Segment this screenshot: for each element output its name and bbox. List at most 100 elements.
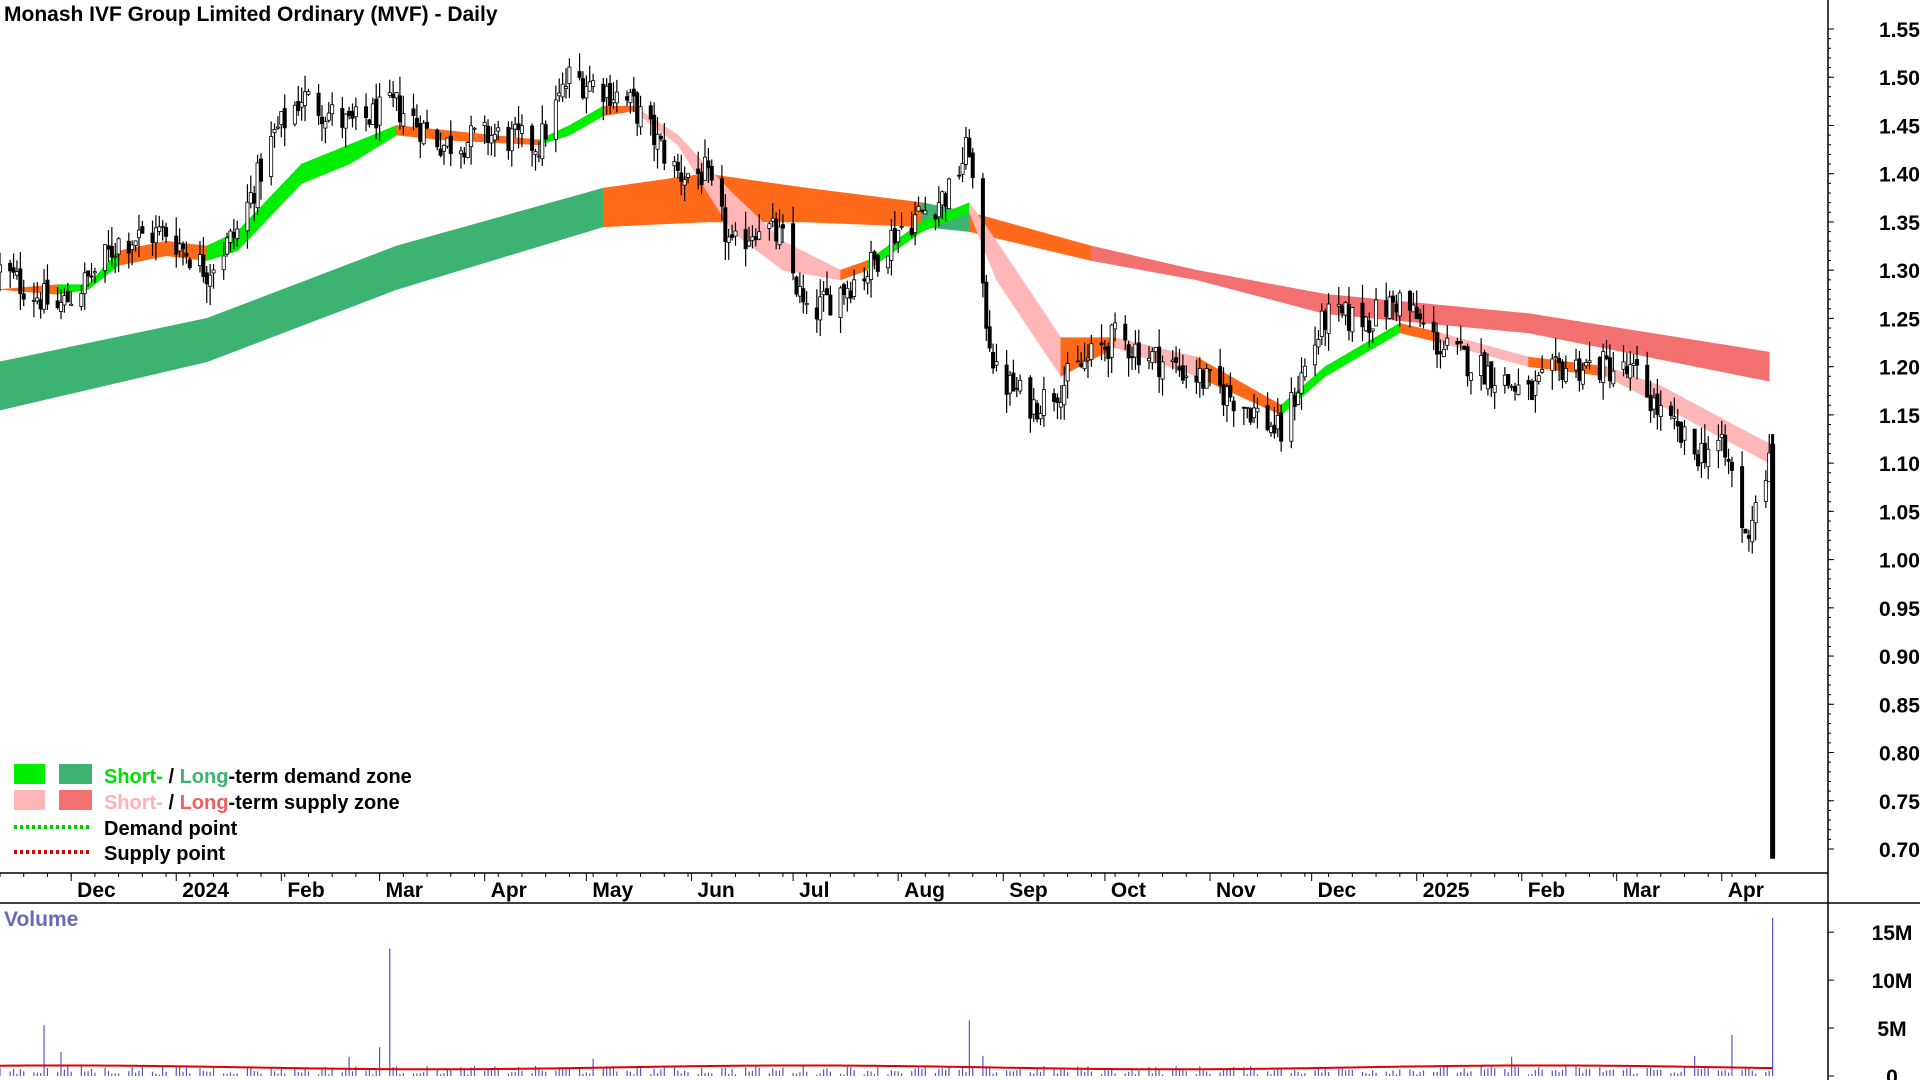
candle-body <box>1601 351 1606 383</box>
x-tick-label: Aug <box>904 879 945 902</box>
candle-body <box>1479 355 1484 376</box>
volume-panel: 15M 10M 5M 0 <box>0 917 1912 1080</box>
candle-body <box>1485 365 1490 390</box>
candle-body <box>374 98 379 129</box>
legend-supply-long: Long <box>180 792 229 814</box>
candle-body <box>1028 377 1033 419</box>
candle-body <box>767 223 772 229</box>
candle-body <box>567 66 572 85</box>
candle-body <box>1201 370 1206 389</box>
candle-body <box>235 228 240 240</box>
legend-swatch-short-supply <box>14 790 45 810</box>
x-tick-label: Feb <box>1528 879 1565 902</box>
candle-body <box>608 83 613 106</box>
volume-title: Volume <box>4 908 78 931</box>
candle-body <box>181 243 186 249</box>
candle-body <box>967 137 972 158</box>
candle-body <box>1492 385 1497 393</box>
x-tick-label: Mar <box>386 879 423 902</box>
candle-body <box>292 104 297 125</box>
candle-body <box>1635 359 1640 366</box>
candle-body <box>1106 346 1111 359</box>
candle-body <box>1075 360 1080 363</box>
candle-body <box>411 108 416 116</box>
candle-body <box>1604 355 1609 360</box>
candle-body <box>540 123 545 160</box>
long-term-zone-segment <box>1196 269 1326 314</box>
candle-body <box>1391 295 1396 303</box>
candle-body <box>353 106 358 118</box>
x-tick-label: Oct <box>1111 879 1146 902</box>
candle-body <box>797 286 802 297</box>
price-tick-label: 1.45 <box>1879 115 1920 138</box>
price-tick-label: 1.55 <box>1879 19 1920 42</box>
candle-body <box>702 156 707 181</box>
candle-body <box>1540 368 1545 373</box>
candle-body <box>492 134 497 141</box>
price-tick-label: 0.95 <box>1879 598 1920 621</box>
candle-body <box>1506 374 1511 386</box>
candle-body <box>743 228 748 250</box>
price-tick-label: 1.25 <box>1879 308 1920 331</box>
candle-body <box>794 276 799 295</box>
candle-body <box>42 283 47 310</box>
candle-body <box>248 192 253 204</box>
candle-body <box>1319 310 1324 337</box>
candle-body <box>814 307 819 320</box>
candle-body <box>1340 305 1345 313</box>
candle-body <box>1411 304 1416 313</box>
legend-demand-point: Demand point <box>104 818 238 840</box>
candle-body <box>11 267 16 273</box>
candle-body <box>848 290 853 299</box>
candle-body <box>1584 362 1589 367</box>
candle-body <box>303 91 308 106</box>
candle-body <box>1157 346 1162 377</box>
candle-body <box>991 352 996 369</box>
candle-body <box>1563 367 1568 382</box>
legend-supply-point: Supply point <box>104 843 225 865</box>
candle-body <box>319 116 324 125</box>
candle-body <box>136 229 141 239</box>
candle-body <box>55 300 60 308</box>
candle-body <box>164 227 169 237</box>
legend: Short- / Long-term demand zone Short- / … <box>14 764 412 865</box>
candle-body <box>852 279 857 297</box>
legend-supply-zone: Short- / Long-term supply zone <box>104 792 400 814</box>
candle-body <box>330 104 335 115</box>
candle-body <box>1275 415 1280 430</box>
candle-body <box>1706 448 1711 468</box>
candle-body <box>367 119 372 125</box>
candle-body <box>177 243 182 252</box>
candle-body <box>862 278 867 282</box>
candle-body <box>1326 303 1331 334</box>
candle-body <box>489 135 494 144</box>
price-tick-label: 1.00 <box>1879 550 1920 573</box>
x-tick-label: Dec <box>1318 879 1357 902</box>
candle-body <box>279 111 284 126</box>
candle-body <box>530 125 535 151</box>
candle-body <box>1160 361 1165 380</box>
candle-body <box>648 105 653 120</box>
candle-body <box>801 288 806 303</box>
candle-body <box>201 254 206 277</box>
x-tick-label: Apr <box>1728 879 1764 902</box>
candle-body <box>1018 379 1023 392</box>
candle-body <box>1313 344 1318 366</box>
candle-body <box>35 297 40 302</box>
candle-body <box>682 179 687 186</box>
candle-body <box>448 135 453 154</box>
candle-body <box>65 290 70 303</box>
candle-body <box>1085 357 1090 361</box>
candle-body <box>157 226 162 232</box>
candle-body <box>1750 519 1755 543</box>
candle-body <box>1611 370 1616 385</box>
candle-body <box>343 113 348 129</box>
candle-body <box>1153 347 1158 353</box>
candle-body <box>774 218 779 242</box>
candle-body <box>824 288 829 296</box>
candle-body <box>1740 466 1745 529</box>
candle-body <box>1723 434 1728 458</box>
candle-body <box>638 106 643 128</box>
price-tick-label: 1.05 <box>1879 501 1920 524</box>
candle-body <box>0 264 3 273</box>
